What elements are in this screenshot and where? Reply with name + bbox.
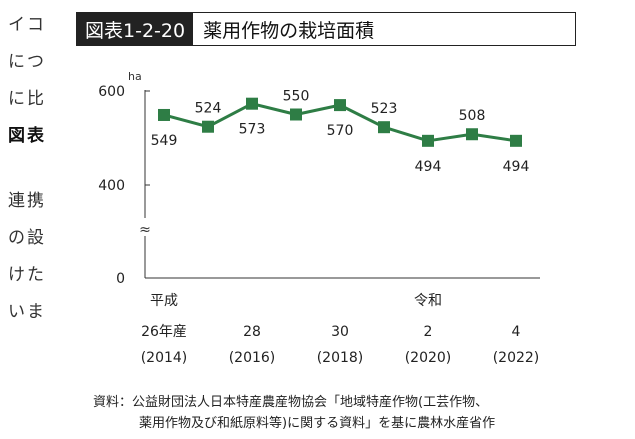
data-point xyxy=(158,108,170,121)
side-text-line: 図表 xyxy=(8,126,46,146)
data-label: 494 xyxy=(415,159,442,175)
x-tick-year: (2022) xyxy=(493,350,540,366)
y-axis-unit: ha xyxy=(128,70,142,83)
data-point xyxy=(466,128,478,141)
x-era-label: 令和 xyxy=(414,293,442,309)
axis-break-symbol: ≈ xyxy=(139,222,151,238)
figure-title-box: 図表1-2-20 薬用作物の栽培面積 xyxy=(76,12,576,46)
side-text-line: けた xyxy=(8,265,46,285)
x-tick-label: 2 xyxy=(424,324,433,340)
data-label: 549 xyxy=(151,133,178,149)
side-text-line: イコ xyxy=(8,15,46,35)
data-label: 550 xyxy=(283,89,310,105)
x-tick-label: 28 xyxy=(243,324,261,340)
data-point xyxy=(422,134,434,147)
x-tick-year: (2014) xyxy=(141,350,188,366)
axis-break-gap xyxy=(141,218,149,236)
data-label: 573 xyxy=(239,122,266,138)
source-note: 資料：公益財団法人日本特産農産物協会「地域特産作物(工芸作物、 薬用作物及び和紙… xyxy=(93,392,495,434)
side-text-line: に比 xyxy=(8,89,46,109)
data-label: 508 xyxy=(459,108,486,124)
data-label: 524 xyxy=(195,101,222,117)
data-point xyxy=(246,97,258,110)
data-point xyxy=(510,134,522,147)
side-text-line: の設 xyxy=(8,228,46,248)
y-tick-label: 400 xyxy=(98,178,125,194)
x-tick-year: (2020) xyxy=(405,350,452,366)
x-tick-label: 4 xyxy=(512,324,521,340)
data-label: 570 xyxy=(327,123,354,139)
source-line-1: 資料：公益財団法人日本特産農産物協会「地域特産作物(工芸作物、 xyxy=(93,395,489,410)
x-tick-label: 30 xyxy=(331,324,349,340)
data-point xyxy=(290,108,302,121)
data-label: 523 xyxy=(371,101,398,117)
source-line-2: 薬用作物及び和紙原料等)に関する資料」を基に農林水産省作 xyxy=(139,416,496,431)
x-tick-year: (2016) xyxy=(229,350,276,366)
x-era-label: 平成 xyxy=(150,293,178,309)
x-tick-label: 26年産 xyxy=(141,324,187,340)
data-point xyxy=(334,99,346,112)
side-text-line: 連携 xyxy=(8,191,46,211)
data-point xyxy=(202,120,214,133)
side-text-line: いま xyxy=(8,302,46,322)
data-label: 494 xyxy=(503,159,530,175)
x-tick-year: (2018) xyxy=(317,350,364,366)
y-tick-label: 0 xyxy=(116,271,125,287)
y-tick-label: 600 xyxy=(98,84,125,100)
figure-label: 図表1-2-20 xyxy=(77,13,194,45)
data-point xyxy=(378,121,390,134)
side-text-line: につ xyxy=(8,52,46,72)
body-text-fragment: イコ につ に比 図表 連携 の設 けた いま xyxy=(0,0,60,439)
figure-title: 薬用作物の栽培面積 xyxy=(203,19,375,42)
